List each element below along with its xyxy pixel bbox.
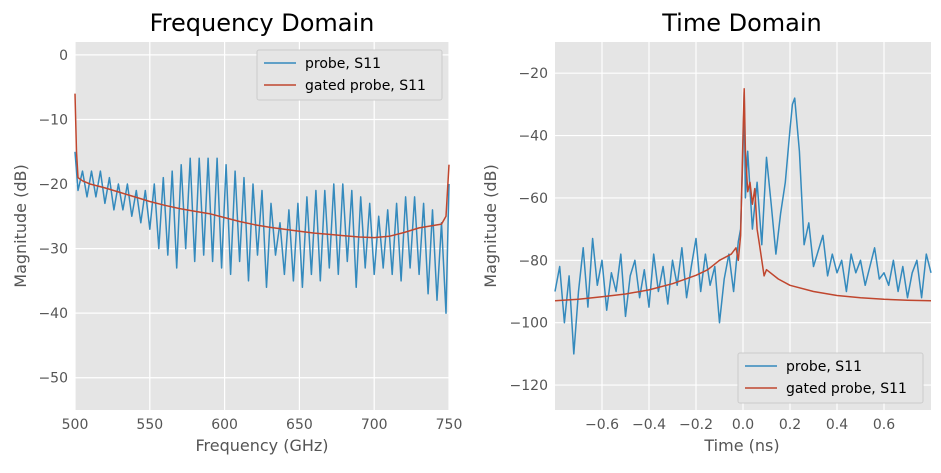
x-tick-label: 650: [286, 417, 313, 433]
legend: probe, S11 gated probe, S11: [256, 49, 443, 101]
x-tick-label: 500: [62, 417, 89, 433]
time-domain-panel: −0.6 −0.4 −0.2 0.0 0.2 0.4 0.6 −20 −40 −60 −80 −100…: [481, 9, 932, 455]
tick-labels: −0.6 −0.4 −0.2 0.0 0.2 0.4 0.6 −20 −40 −60 −80 −100…: [510, 66, 896, 433]
chart-title: Frequency Domain: [150, 9, 375, 37]
y-tick-label: −10: [38, 112, 68, 128]
x-tick-label: 700: [361, 417, 388, 433]
frequency-domain-panel: 500 550 600 650 700 750 0 −10 −20 −30 −40 −50 Frequ…: [11, 9, 462, 455]
y-tick-label: −60: [518, 191, 548, 207]
x-tick-label: −0.6: [585, 417, 619, 433]
y-axis-label: Magnitude (dB): [11, 164, 30, 287]
x-tick-label: −0.2: [679, 417, 713, 433]
tick-labels: 500 550 600 650 700 750 0 −10 −20 −30 −40 −50: [38, 48, 462, 433]
legend-box: [256, 49, 443, 101]
legend-label-gated: gated probe, S11: [305, 78, 426, 94]
y-tick-label: −20: [38, 177, 68, 193]
x-tick-label: 600: [211, 417, 238, 433]
legend-label-gated: gated probe, S11: [786, 381, 907, 397]
y-tick-label: −80: [518, 253, 548, 269]
x-axis-label: Time (ns): [703, 436, 779, 455]
series-line-probe: [74, 151, 450, 314]
chart-title: Time Domain: [661, 9, 822, 37]
legend-box: [737, 352, 924, 404]
series-lines: [74, 93, 450, 314]
x-axis-label: Frequency (GHz): [195, 436, 328, 455]
x-tick-label: −0.4: [632, 417, 666, 433]
legend-label-probe: probe, S11: [786, 359, 862, 375]
x-tick-label: 0.2: [779, 417, 801, 433]
y-tick-label: 0: [59, 48, 68, 64]
x-tick-label: 0.4: [826, 417, 848, 433]
y-tick-label: −100: [510, 316, 548, 332]
x-tick-label: 0.0: [732, 417, 754, 433]
legend-label-probe: probe, S11: [305, 56, 381, 72]
y-tick-label: −40: [38, 306, 68, 322]
y-tick-label: −50: [38, 371, 68, 387]
series-line-gated-probe: [74, 93, 450, 239]
y-tick-label: −120: [510, 378, 548, 394]
y-axis-label: Magnitude (dB): [481, 164, 500, 287]
x-tick-label: 0.6: [873, 417, 895, 433]
x-tick-label: 550: [136, 417, 163, 433]
series-line-gated-probe: [554, 88, 932, 302]
y-tick-label: −30: [38, 242, 68, 258]
y-tick-label: −20: [518, 66, 548, 82]
x-tick-label: 750: [436, 417, 463, 433]
legend: probe, S11 gated probe, S11: [737, 352, 924, 404]
y-tick-label: −40: [518, 129, 548, 145]
series-lines: [554, 88, 932, 355]
